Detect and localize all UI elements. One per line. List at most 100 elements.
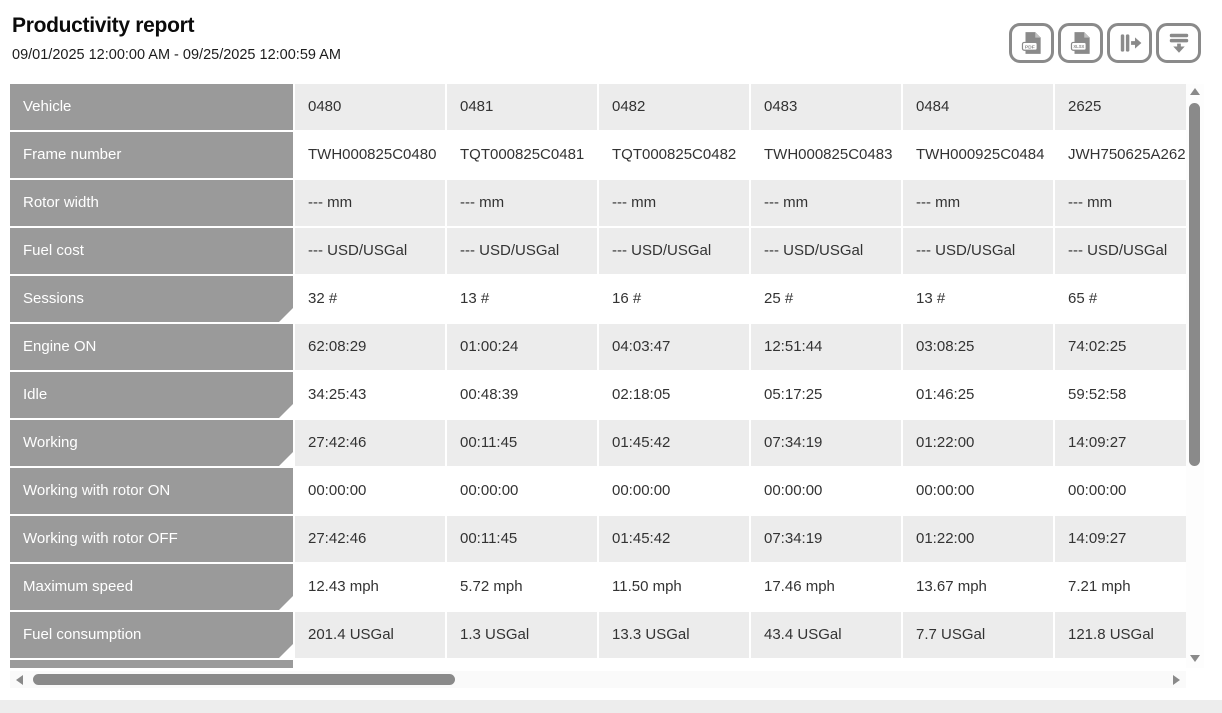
table-cell: 00:00:00 [295,468,445,514]
cell-value: 00:00:00 [460,482,519,499]
table-cell: 201.4 USGal [295,612,445,658]
scroll-up-icon[interactable] [1190,88,1200,95]
cell-value: 0484 [916,98,950,115]
cell-value: 00:00:00 [764,482,823,499]
table-cell: 2625 [1055,84,1186,130]
cell-value: --- USD/USGal [764,242,864,259]
cell-value: 65 # [1068,290,1098,307]
table-cell: 00:00:00 [751,468,901,514]
table-cell: 27:42:46 [295,516,445,562]
table-cell: --- USD/USGal [295,228,445,274]
table-cell: 1.3 USGal [447,612,597,658]
table-row: Vehicle 0480 0481 0482 0483 0484 2625 [10,84,1186,130]
table-cell: TQT000825C0482 [599,132,749,178]
table-cell: 01:00:24 [447,324,597,370]
cell-value: --- USD/USGal [460,242,560,259]
page-title: Productivity report [12,14,195,37]
row-header-label: Vehicle [23,98,72,115]
cell-value: 0482 [612,98,646,115]
table-cell: 5.72 mph [447,564,597,610]
row-header-cell: Frame number [10,132,293,178]
row-header-label: Working [23,434,78,451]
table-cell: --- USD/USGal [1055,228,1186,274]
table-row: Working with rotor ON 00:00:00 00:00:00 00:… [10,468,1186,514]
row-header-cell: Engine ON [10,324,293,370]
cell-value: 02:18:05 [612,386,671,403]
toolbar: PDF XLSX [1009,23,1201,63]
table-cell: --- mm [599,180,749,226]
table-cell: --- mm [903,180,1053,226]
pdf-file-icon: PDF [1021,32,1041,54]
cell-value: 27:42:46 [308,530,367,547]
vertical-scrollbar[interactable] [1186,84,1204,668]
table-cell: 14:09:27 [1055,516,1186,562]
scroll-right-icon[interactable] [1173,675,1180,685]
cell-value: 03:08:25 [916,338,975,355]
scroll-left-icon[interactable] [16,675,23,685]
horizontal-scrollbar-thumb[interactable] [33,674,455,685]
table-cell: 11.50 mph [599,564,749,610]
export-data-button[interactable] [1107,23,1152,63]
table-cell: TWH000925C0484 [903,132,1053,178]
cell-value: TWH000925C0484 [916,146,1045,163]
download-arrow-icon [1169,33,1188,53]
cell-value: 11.50 mph [612,578,682,595]
table-cell: TWH000825C0483 [751,132,901,178]
horizontal-scrollbar[interactable] [10,671,1186,688]
table-cell: 0484 [903,84,1053,130]
cell-value: 05:17:25 [764,386,823,403]
cell-value: 121.8 USGal [1068,626,1154,643]
vertical-scrollbar-thumb[interactable] [1189,103,1200,466]
cell-value: 13 # [916,290,946,307]
cell-value: 25 # [764,290,794,307]
cell-value: 00:00:00 [612,482,671,499]
export-xlsx-button[interactable]: XLSX [1058,23,1103,63]
table-cell: 13 # [447,276,597,322]
cell-value: 07:34:19 [764,530,823,547]
table-cell: 00:48:39 [447,372,597,418]
cell-value: 7.21 mph [1068,578,1131,595]
table-row: Idle 34:25:43 00:48:39 02:18:05 05:17:25 01:4… [10,372,1186,418]
table-cell: 0482 [599,84,749,130]
table-cell: 01:22:00 [903,420,1053,466]
scroll-down-icon[interactable] [1190,655,1200,662]
cell-value: 201.4 USGal [308,626,394,643]
cell-value: 27:42:46 [308,434,367,451]
row-header-cell [10,660,293,668]
cell-value: 7.7 USGal [916,626,986,643]
cell-value: 14:09:27 [1068,530,1127,547]
cell-value: 17.46 mph [764,578,835,595]
table-cell: 00:00:00 [903,468,1053,514]
table-cell: 27:42:46 [295,420,445,466]
row-header-label: Sessions [23,290,84,307]
table-cell: 00:00:00 [447,468,597,514]
row-header-label: Maximum speed [23,578,134,595]
cell-value: --- mm [764,194,809,211]
cell-value: TWH000825C0483 [764,146,893,163]
table-cell: 01:45:42 [599,420,749,466]
table-cell: --- USD/USGal [599,228,749,274]
row-header-cell: Working [10,420,293,466]
table-cell: 04:03:47 [599,324,749,370]
table-row-partial [10,660,1186,668]
table-cell: 121.8 USGal [1055,612,1186,658]
row-header-cell: Working with rotor ON [10,468,293,514]
table-cell: 12:51:44 [751,324,901,370]
table-cell: 43.4 USGal [751,612,901,658]
download-button[interactable] [1156,23,1201,63]
pdf-icon-label: PDF [1024,44,1034,50]
table-cell: 07:34:19 [751,516,901,562]
cell-value: 12.43 mph [308,578,379,595]
cell-value: 5.72 mph [460,578,523,595]
table-cell: 01:22:00 [903,516,1053,562]
table-cell: 59:52:58 [1055,372,1186,418]
cell-value: 01:45:42 [612,530,671,547]
cell-value: 0480 [308,98,342,115]
cell-value: --- mm [308,194,353,211]
export-pdf-button[interactable]: PDF [1009,23,1054,63]
table-cell: 32 # [295,276,445,322]
export-arrow-icon [1120,34,1141,52]
table-row: Sessions 32 # 13 # 16 # 25 # 13 # 65 # [10,276,1186,322]
status-bar [0,700,1222,713]
cell-value: 14:09:27 [1068,434,1127,451]
